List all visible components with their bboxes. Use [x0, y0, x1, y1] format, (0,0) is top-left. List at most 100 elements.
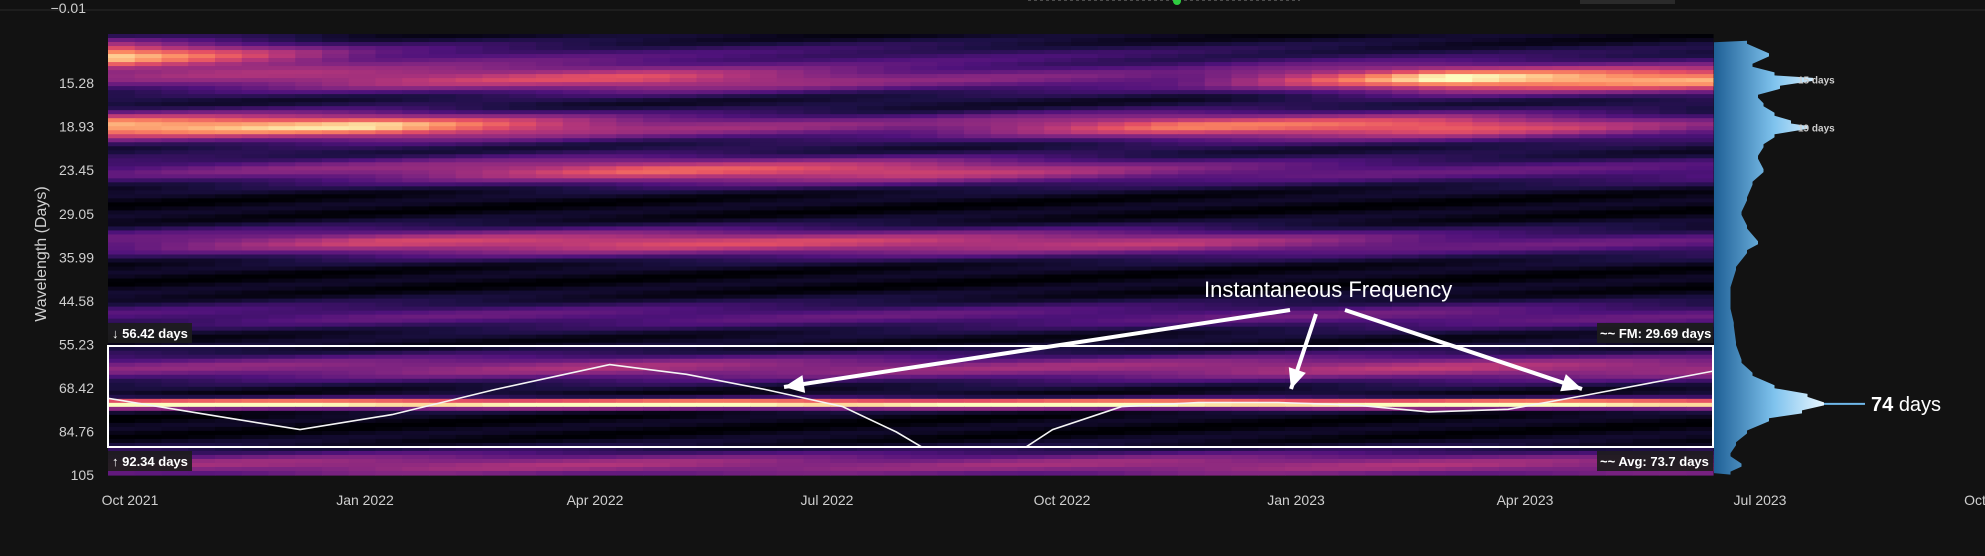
heatmap-cell — [1044, 322, 1072, 328]
heatmap-cell — [910, 74, 938, 79]
heatmap-cell — [1525, 206, 1554, 211]
heatmap-cell — [322, 154, 350, 159]
heatmap-cell — [964, 258, 992, 264]
heatmap-cell — [161, 118, 189, 123]
heatmap-cell — [295, 346, 323, 352]
heatmap-cell — [616, 282, 644, 288]
heatmap-cell — [964, 94, 992, 99]
heatmap-cell — [990, 150, 1019, 155]
heatmap-cell — [1017, 198, 1045, 203]
heatmap-cell — [990, 306, 1019, 312]
heatmap-cell — [1151, 154, 1179, 159]
heatmap-cell — [562, 298, 591, 304]
heatmap-cell — [1071, 226, 1099, 232]
heatmap-cell — [937, 274, 965, 280]
heatmap-cell — [1392, 182, 1420, 187]
heatmap-cell — [1178, 46, 1206, 51]
heatmap-cell — [1606, 106, 1634, 111]
heatmap-cell — [1071, 294, 1099, 300]
heatmap-cell — [696, 302, 724, 308]
heatmap-cell — [215, 74, 243, 79]
heatmap-cell — [1606, 178, 1634, 183]
heatmap-cell — [830, 134, 858, 139]
heatmap-cell — [937, 42, 965, 47]
heatmap-cell — [589, 166, 617, 171]
heatmap-cell — [322, 34, 350, 39]
heatmap-cell — [536, 274, 564, 280]
heatmap-cell — [723, 106, 751, 111]
heatmap-cell — [1579, 202, 1607, 207]
heatmap-cell — [429, 310, 457, 316]
heatmap-cell — [215, 186, 243, 191]
heatmap-cell — [1017, 322, 1045, 328]
heatmap-cell — [1204, 230, 1233, 236]
heatmap-cell — [937, 310, 965, 316]
heatmap-cell — [429, 278, 457, 284]
heatmap-cell — [1311, 102, 1340, 107]
heatmap-cell — [1285, 330, 1313, 336]
heatmap-cell — [857, 110, 885, 115]
heatmap-cell — [1178, 178, 1206, 183]
heatmap-cell — [215, 126, 243, 131]
heatmap-cell — [803, 110, 831, 115]
heatmap-cell — [1499, 138, 1527, 143]
heatmap-cell — [295, 154, 323, 159]
heatmap-cell — [429, 262, 457, 268]
heatmap-cell — [161, 214, 189, 220]
heatmap-cell — [1606, 170, 1634, 175]
heatmap-cell — [402, 218, 430, 224]
heatmap-cell — [1552, 218, 1580, 224]
heatmap-cell — [161, 230, 189, 236]
heatmap-cell — [215, 238, 243, 244]
heatmap-cell — [990, 98, 1019, 103]
heatmap-cell — [696, 226, 724, 232]
heatmap-cell — [990, 206, 1019, 211]
heatmap-cell — [1606, 210, 1634, 216]
heatmap-cell — [1632, 174, 1661, 179]
heatmap-cell — [375, 182, 403, 187]
heatmap-cell — [268, 82, 296, 87]
heatmap-cell — [643, 218, 671, 224]
heatmap-cell — [509, 114, 537, 119]
heatmap-cell — [108, 234, 136, 240]
heatmap-cell — [1632, 78, 1661, 83]
heatmap-cell — [1231, 266, 1259, 272]
heatmap-cell — [509, 266, 537, 272]
heatmap-cell — [750, 266, 778, 272]
heatmap-cell — [1151, 234, 1179, 240]
heatmap-cell — [455, 150, 484, 155]
heatmap-cell — [1311, 186, 1340, 191]
heatmap-cell — [723, 294, 751, 300]
heatmap-cell — [1097, 346, 1126, 352]
heatmap-cell — [1231, 218, 1259, 224]
heatmap-cell — [857, 250, 885, 256]
heatmap-cell — [857, 282, 885, 288]
heatmap-cell — [616, 202, 644, 207]
heatmap-cell — [1579, 114, 1607, 119]
heatmap-cell — [1606, 306, 1634, 312]
heatmap-cell — [562, 358, 591, 364]
heatmap-cell — [643, 266, 671, 272]
heatmap-cell — [1552, 266, 1580, 272]
heatmap-cell — [1525, 166, 1554, 171]
heatmap-cell — [402, 234, 430, 240]
heatmap-cell — [1258, 110, 1286, 115]
heatmap-cell — [1418, 90, 1447, 95]
heatmap-cell — [1365, 190, 1393, 195]
heatmap-cell — [803, 178, 831, 183]
heatmap-cell — [776, 290, 805, 296]
heatmap-cell — [776, 46, 805, 51]
heatmap-cell — [375, 46, 403, 51]
heatmap-cell — [509, 54, 537, 59]
heatmap-cell — [562, 314, 591, 320]
heatmap-cell — [241, 314, 270, 320]
heatmap-cell — [589, 118, 617, 123]
heatmap-cell — [1311, 294, 1340, 300]
heatmap-cell — [1044, 302, 1072, 308]
heatmap-cell — [536, 134, 564, 139]
heatmap-cell — [857, 234, 885, 240]
heatmap-cell — [1606, 42, 1634, 47]
heatmap-cell — [215, 222, 243, 228]
heatmap-cell — [1552, 118, 1580, 123]
heatmap-cell — [188, 366, 216, 372]
